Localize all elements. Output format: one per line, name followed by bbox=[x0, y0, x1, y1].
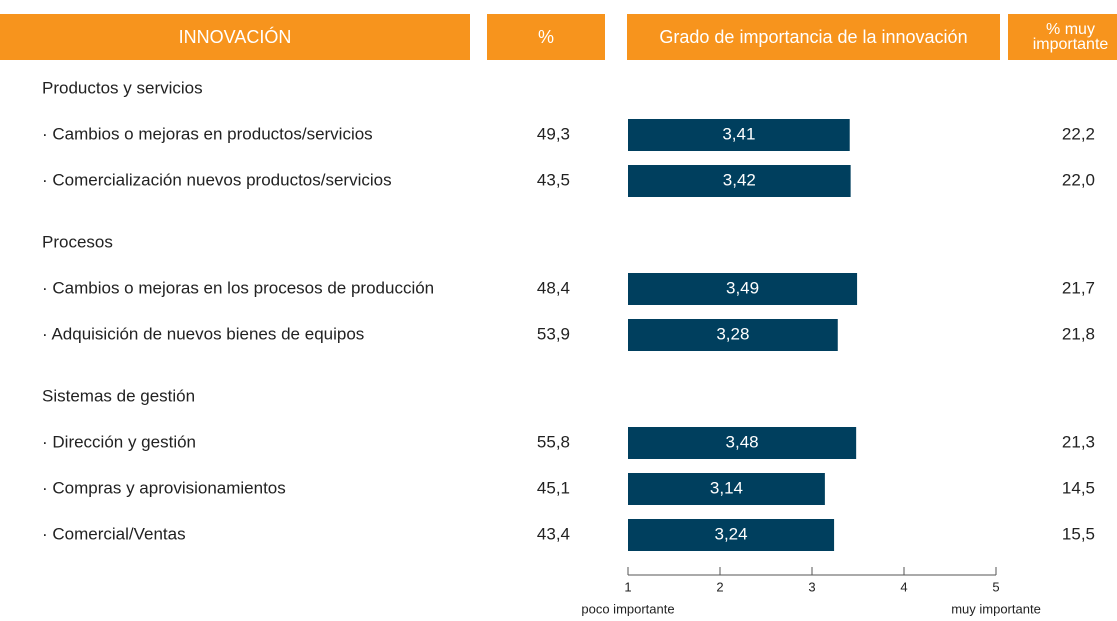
bar bbox=[628, 165, 851, 197]
tick-label: 2 bbox=[716, 579, 723, 594]
bar-label: 3,41 bbox=[722, 124, 755, 143]
header-cell bbox=[487, 14, 605, 60]
bar bbox=[628, 273, 858, 305]
row-label: · Cambios o mejoras en productos/servici… bbox=[42, 124, 373, 143]
bar-label: 3,49 bbox=[726, 278, 759, 297]
header-text: % muy bbox=[1046, 21, 1095, 38]
row-label: · Compras y aprovisionamientos bbox=[42, 478, 286, 497]
tick-label: 1 bbox=[624, 579, 631, 594]
bar bbox=[628, 319, 838, 351]
row-label: · Comercialización nuevos productos/serv… bbox=[42, 170, 392, 189]
pct-value: 45,1 bbox=[537, 478, 570, 497]
pct-value: 53,9 bbox=[537, 324, 570, 343]
muy-value: 14,5 bbox=[1062, 478, 1095, 497]
bar bbox=[628, 473, 825, 505]
tick-label: 3 bbox=[808, 579, 815, 594]
muy-value: 21,7 bbox=[1062, 278, 1095, 297]
row-label: · Cambios o mejoras en los procesos de p… bbox=[42, 278, 434, 297]
tick-label: 4 bbox=[900, 579, 907, 594]
muy-value: 21,3 bbox=[1062, 432, 1095, 451]
bar-label: 3,24 bbox=[714, 524, 747, 543]
row-label: · Comercial/Ventas bbox=[42, 524, 186, 543]
pct-value: 48,4 bbox=[537, 278, 570, 297]
header-text: importante bbox=[1033, 36, 1109, 53]
header-cell bbox=[627, 14, 1000, 60]
group-title: Sistemas de gestión bbox=[42, 386, 195, 405]
row-label: · Adquisición de nuevos bienes de equipo… bbox=[42, 324, 364, 343]
bar bbox=[628, 119, 850, 151]
row-label: · Dirección y gestión bbox=[42, 432, 196, 451]
pct-value: 49,3 bbox=[537, 124, 570, 143]
bar-label: 3,28 bbox=[716, 324, 749, 343]
muy-value: 22,2 bbox=[1062, 124, 1095, 143]
bar-label: 3,42 bbox=[723, 170, 756, 189]
bar bbox=[628, 519, 835, 551]
muy-value: 15,5 bbox=[1062, 524, 1095, 543]
pct-value: 43,5 bbox=[537, 170, 570, 189]
header-text: % bbox=[538, 27, 554, 47]
muy-value: 21,8 bbox=[1062, 324, 1095, 343]
header-cell bbox=[1008, 14, 1117, 60]
header-text: Grado de importancia de la innovación bbox=[659, 27, 967, 47]
pct-value: 55,8 bbox=[537, 432, 570, 451]
bar-label: 3,48 bbox=[726, 432, 759, 451]
tick-label: 5 bbox=[992, 579, 999, 594]
header-cell bbox=[0, 14, 470, 60]
axis-high-label: muy importante bbox=[951, 601, 1041, 616]
header-text: INNOVACIÓN bbox=[179, 26, 292, 47]
group-title: Procesos bbox=[42, 232, 113, 251]
muy-value: 22,0 bbox=[1062, 170, 1095, 189]
bar-label: 3,14 bbox=[710, 478, 743, 497]
axis-low-label: poco importante bbox=[581, 601, 674, 616]
pct-value: 43,4 bbox=[537, 524, 570, 543]
group-title: Productos y servicios bbox=[42, 78, 203, 97]
bar bbox=[628, 427, 857, 459]
